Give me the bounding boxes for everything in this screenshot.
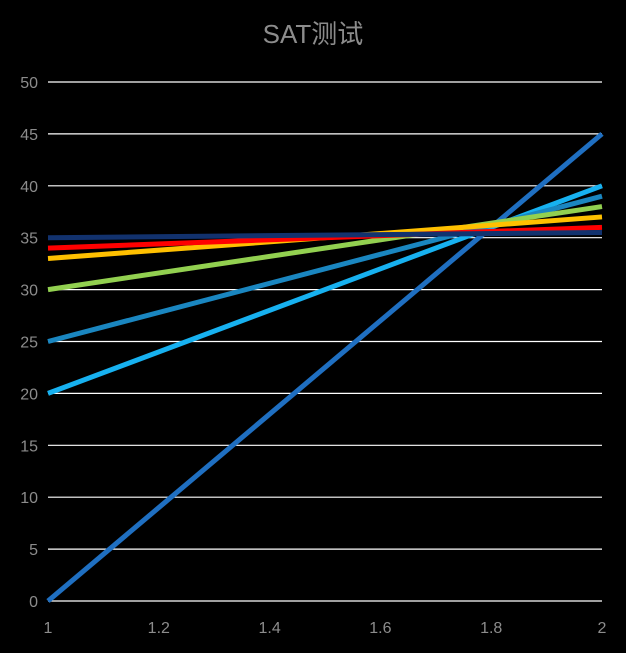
x-tick-label: 2 (598, 620, 607, 637)
gridlines (48, 81, 602, 602)
series-line-7 (47, 230, 603, 241)
y-axis-ticks: 0 5 10 15 20 25 30 35 40 45 50 (20, 75, 38, 611)
y-tick-label: 30 (20, 283, 38, 300)
x-tick-label: 1.2 (148, 620, 170, 637)
chart-title: SAT测试 (262, 19, 364, 49)
series-line-4 (47, 204, 603, 293)
y-tick-label: 50 (20, 75, 38, 92)
x-axis-ticks: 1 1.2 1.4 1.6 1.8 2 (44, 620, 607, 637)
x-tick-label: 1.6 (369, 620, 391, 637)
x-tick-label: 1.8 (480, 620, 502, 637)
y-tick-label: 15 (20, 438, 38, 455)
series-line-1 (46, 131, 604, 603)
y-tick-label: 5 (29, 542, 38, 559)
series-lines (46, 131, 604, 603)
y-tick-label: 0 (29, 594, 38, 611)
x-tick-label: 1.4 (258, 620, 280, 637)
series-line-6 (47, 224, 603, 251)
y-tick-label: 35 (20, 231, 38, 248)
y-tick-label: 20 (20, 386, 38, 403)
y-tick-label: 40 (20, 179, 38, 196)
x-tick-label: 1 (44, 620, 53, 637)
y-tick-label: 10 (20, 490, 38, 507)
y-tick-label: 45 (20, 127, 38, 144)
y-tick-label: 25 (20, 335, 38, 352)
